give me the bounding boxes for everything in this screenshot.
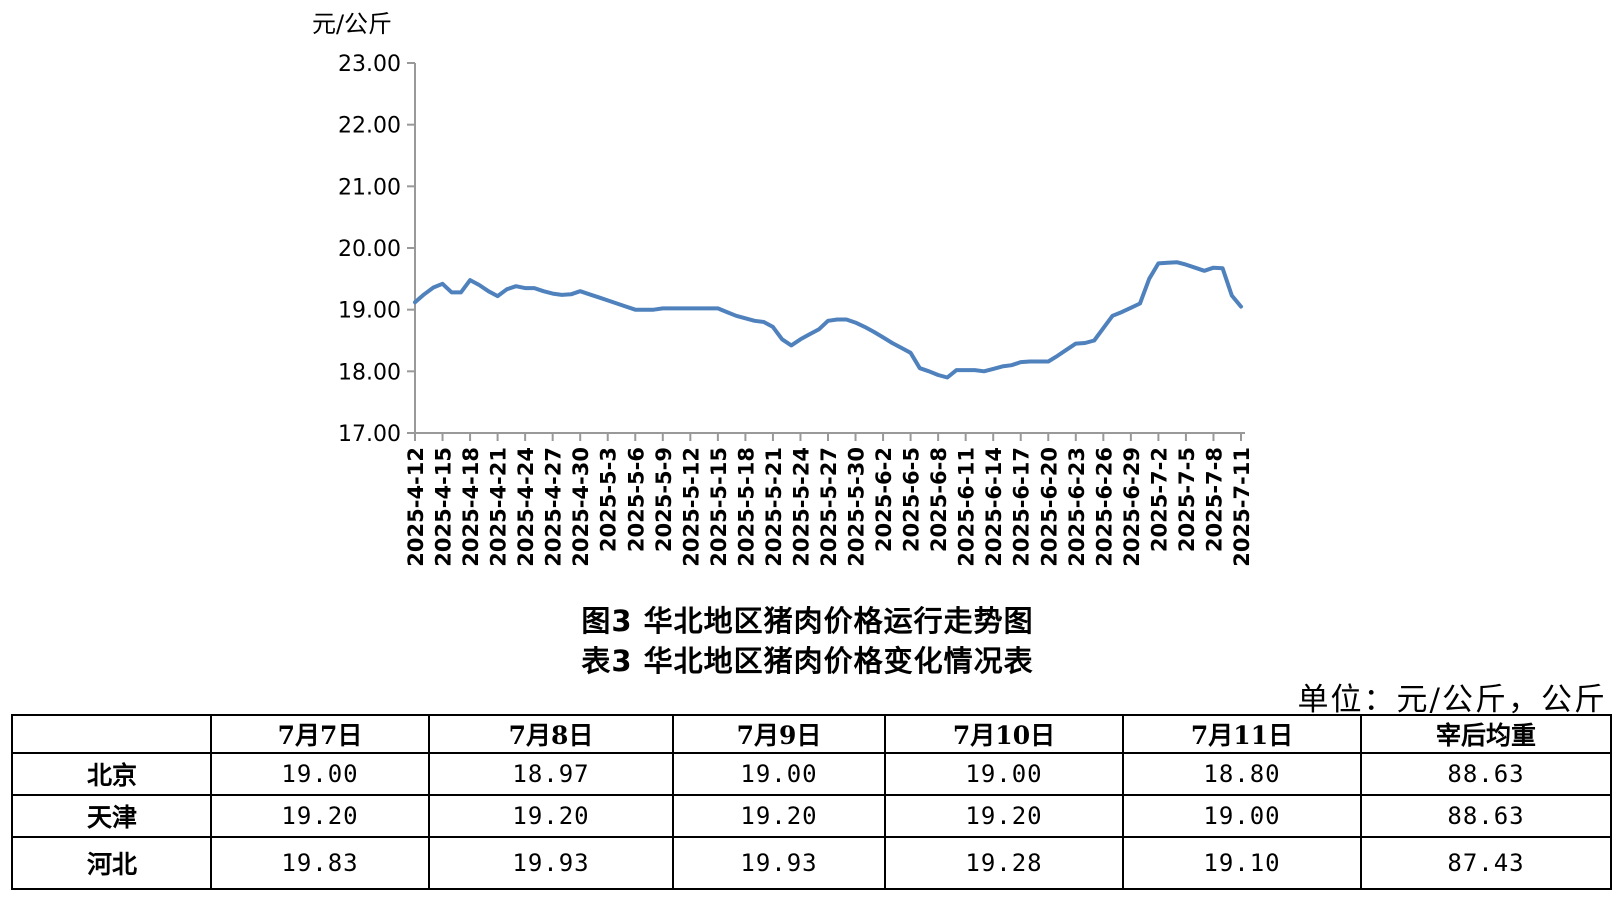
y-tick-label: 23.00 (338, 52, 401, 77)
header-cell: 7月11日 (1122, 714, 1362, 754)
price-table: 7月7日 7月8日 7月9日 7月10日 7月11日 宰后均重 北京 19.00… (11, 714, 1612, 891)
y-tick-label: 17.00 (338, 422, 401, 447)
value-cell: 19.10 (1122, 835, 1362, 891)
value-cell: 18.80 (1122, 752, 1362, 796)
header-cell: 7月8日 (428, 714, 674, 754)
y-tick-label: 21.00 (338, 175, 401, 200)
value-cell: 19.20 (428, 793, 674, 838)
value-cell: 19.93 (428, 835, 674, 891)
value-cell: 19.93 (672, 835, 886, 891)
x-tick-label: 2025-5-21 (762, 447, 786, 567)
x-tick-label: 2025-6-29 (1120, 447, 1144, 567)
header-cell: 7月7日 (210, 714, 430, 754)
x-tick-label: 2025-6-14 (982, 447, 1006, 567)
header-cell: 7月9日 (672, 714, 886, 754)
x-tick-label: 2025-4-12 (404, 447, 428, 567)
x-tick-label: 2025-6-2 (872, 447, 896, 552)
header-cell (11, 714, 212, 754)
x-tick-label: 2025-5-6 (624, 447, 648, 552)
x-tick-label: 2025-5-3 (597, 447, 621, 552)
value-cell: 19.20 (210, 793, 430, 838)
value-cell: 19.00 (1122, 793, 1362, 838)
y-tick-label: 22.00 (338, 114, 401, 139)
x-tick-label: 2025-5-27 (817, 447, 841, 567)
x-tick-label: 2025-5-30 (845, 447, 869, 567)
x-tick-label: 2025-4-27 (542, 447, 566, 567)
x-axis: 2025-4-12 2025-4-15 2025-4-18 2025-4-21 2025… (404, 432, 1254, 567)
unit-note: 单位：元/公斤，公斤 (1297, 682, 1607, 718)
x-tick-label: 2025-5-12 (679, 447, 703, 567)
table-row: 天津 19.20 19.20 19.20 19.20 19.00 88.63 (11, 793, 1612, 838)
x-tick-label: 2025-6-20 (1037, 447, 1061, 567)
x-tick-label: 2025-4-15 (432, 447, 456, 567)
region-cell: 河北 (11, 835, 212, 891)
table-title: 表3 华北地区猪肉价格变化情况表 (581, 644, 1034, 678)
x-tick-label: 2025-6-5 (900, 447, 924, 552)
x-tick-label: 2025-5-24 (789, 447, 813, 567)
x-tick-label: 2025-5-9 (652, 447, 676, 552)
x-tick-label: 2025-6-26 (1092, 447, 1116, 567)
x-tick-label: 2025-4-21 (487, 447, 511, 567)
y-axis-unit-label: 元/公斤 (312, 10, 392, 38)
y-axis: 17.00 18.00 19.00 20.00 21.00 22.00 23.00 (338, 52, 416, 447)
x-tick-label: 2025-6-23 (1065, 447, 1089, 567)
y-tick-label: 18.00 (338, 360, 401, 385)
x-tick-label: 2025-6-11 (955, 447, 979, 567)
value-cell: 19.83 (210, 835, 430, 891)
value-cell: 88.63 (1360, 752, 1612, 796)
value-cell: 19.20 (884, 793, 1124, 838)
value-cell: 19.20 (672, 793, 886, 838)
x-tick-label: 2025-7-5 (1175, 447, 1199, 552)
x-tick-label: 2025-4-24 (514, 447, 538, 567)
header-cell: 宰后均重 (1360, 714, 1612, 754)
region-cell: 天津 (11, 793, 212, 838)
value-cell: 19.00 (672, 752, 886, 796)
value-cell: 87.43 (1360, 835, 1612, 891)
x-tick-label: 2025-6-17 (1010, 447, 1034, 567)
table-row: 河北 19.83 19.93 19.93 19.28 19.10 87.43 (11, 835, 1612, 891)
price-line-chart: 元/公斤 17.00 18.00 19.00 20.00 21.00 22.00 23.00… (312, 10, 1254, 567)
y-tick-label: 20.00 (338, 237, 401, 262)
series-line (413, 260, 1243, 380)
region-cell: 北京 (11, 752, 212, 796)
figure-caption: 图3 华北地区猪肉价格运行走势图 (581, 604, 1034, 638)
value-cell: 19.00 (210, 752, 430, 796)
value-cell: 18.97 (428, 752, 674, 796)
x-tick-label: 2025-4-30 (569, 447, 593, 567)
value-cell: 19.00 (884, 752, 1124, 796)
x-tick-label: 2025-4-18 (459, 447, 483, 567)
x-tick-label: 2025-6-8 (927, 447, 951, 552)
x-tick-label: 2025-7-2 (1147, 447, 1171, 552)
x-tick-label: 2025-5-18 (734, 447, 758, 567)
value-cell: 19.28 (884, 835, 1124, 891)
x-tick-label: 2025-7-11 (1230, 447, 1254, 567)
y-tick-label: 19.00 (338, 299, 401, 324)
header-cell: 7月10日 (884, 714, 1124, 754)
value-cell: 88.63 (1360, 793, 1612, 838)
table-row: 北京 19.00 18.97 19.00 19.00 18.80 88.63 (11, 752, 1612, 796)
x-tick-label: 2025-7-8 (1202, 447, 1226, 552)
x-tick-label: 2025-5-15 (707, 447, 731, 567)
table-header-row: 7月7日 7月8日 7月9日 7月10日 7月11日 宰后均重 (11, 714, 1612, 754)
